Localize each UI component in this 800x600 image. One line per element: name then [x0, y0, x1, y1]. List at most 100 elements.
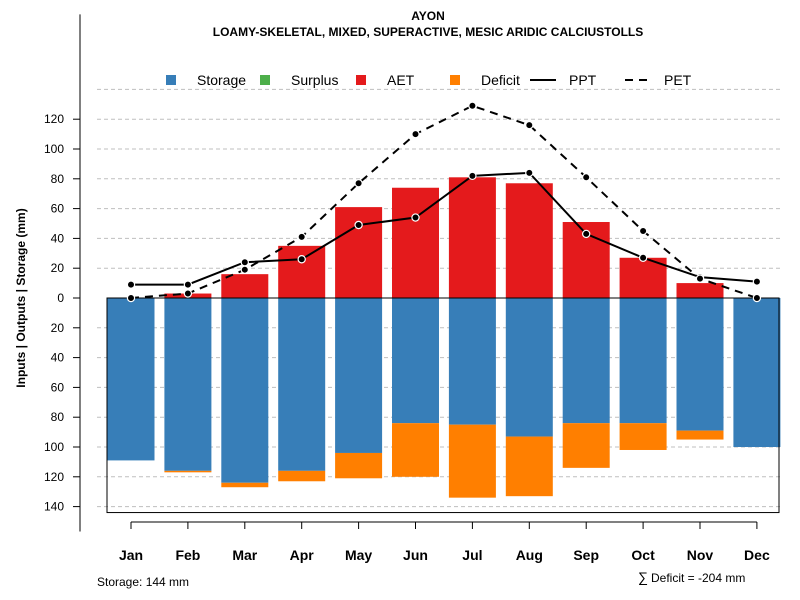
- storage-bar-sep: [562, 298, 610, 424]
- pet-point-apr: [297, 232, 306, 242]
- legend-swatch-surplus: [260, 75, 270, 85]
- y-tick-label: 60: [51, 380, 65, 394]
- y-tick-label: 100: [44, 142, 64, 156]
- y-tick-label: 120: [44, 470, 64, 484]
- pet-point-mar: [240, 265, 249, 274]
- y-tick-label: 100: [44, 440, 64, 454]
- deficit-bar-nov: [676, 430, 724, 440]
- y-tick-label: 0: [57, 291, 64, 305]
- storage-bar-oct: [619, 298, 667, 424]
- legend-label-pet: PET: [664, 72, 692, 88]
- deficit-bar-may: [335, 452, 383, 479]
- aet-bar-nov: [676, 283, 724, 298]
- storage-bar-jun: [392, 298, 439, 424]
- y-tick-label: 40: [51, 231, 65, 245]
- month-label-apr: Apr: [290, 547, 315, 563]
- storage-bar-apr: [278, 298, 326, 471]
- y-tick-label: 20: [51, 261, 65, 275]
- y-tick-label: 60: [51, 202, 65, 216]
- storage-bar-jan: [107, 298, 155, 461]
- y-axis-title: Inputs | Outputs | Storage (mm): [14, 208, 28, 387]
- month-label-may: May: [345, 547, 372, 563]
- storage-bar-nov: [676, 298, 724, 431]
- storage-bar-feb: [164, 298, 212, 471]
- chart-subtitle: LOAMY-SKELETAL, MIXED, SUPERACTIVE, MESI…: [213, 25, 643, 39]
- y-tick-label: 120: [44, 112, 64, 126]
- pet-point-aug: [525, 120, 534, 130]
- series-lines: [126, 101, 762, 303]
- legend-label-storage: Storage: [197, 72, 246, 88]
- deficit-bar-feb: [164, 470, 212, 473]
- legend-label-ppt: PPT: [569, 72, 597, 88]
- ppt-point-jul: [468, 171, 477, 181]
- pet-point-feb: [183, 289, 193, 298]
- legend-swatch-deficit: [450, 75, 460, 85]
- aet-bar-may: [335, 207, 383, 298]
- storage-box: [106, 297, 780, 514]
- storage-bar-mar: [221, 298, 269, 483]
- pet-point-may: [354, 179, 363, 188]
- ppt-point-may: [354, 220, 363, 230]
- ppt-point-jun: [411, 213, 420, 222]
- storage-bar-jul: [448, 298, 496, 425]
- chart-title: AYON: [411, 9, 445, 23]
- storage-capacity-box: [106, 297, 780, 514]
- aet-bar-jul: [448, 177, 496, 298]
- deficit-bar-oct: [619, 423, 667, 450]
- storage-note: Storage: 144 mm: [97, 575, 189, 589]
- deficit-bar-sep: [562, 423, 610, 468]
- month-label-sep: Sep: [573, 547, 599, 563]
- legend-swatch-storage: [166, 75, 176, 85]
- pet-point-sep: [582, 173, 591, 182]
- deficit-bar-apr: [278, 470, 326, 482]
- month-label-aug: Aug: [516, 547, 543, 563]
- storage-bar-may: [335, 298, 383, 453]
- y-tick-label: 140: [44, 500, 64, 514]
- storage-bar-aug: [505, 298, 553, 437]
- ppt-point-feb: [183, 280, 193, 289]
- aet-bar-aug: [505, 183, 553, 298]
- pet-point-jun: [411, 129, 420, 139]
- storage-bar-dec: [733, 298, 781, 447]
- pet-point-jul: [468, 101, 477, 110]
- month-label-oct: Oct: [631, 547, 655, 563]
- month-label-jun: Jun: [403, 547, 428, 563]
- legend-label-deficit: Deficit: [481, 72, 520, 88]
- month-label-dec: Dec: [744, 547, 770, 563]
- legend: Storage Surplus AET Deficit PPT PET: [166, 72, 692, 88]
- deficit-bar-jun: [392, 423, 439, 477]
- ppt-line: [131, 171, 757, 286]
- deficit-bar-aug: [505, 436, 553, 497]
- ppt-point-mar: [240, 258, 249, 267]
- aet-bar-mar: [221, 274, 269, 298]
- pet-line: [130, 104, 758, 299]
- pet-point-dec: [752, 293, 762, 303]
- y-tick-label: 20: [51, 321, 65, 335]
- deficit-bar-mar: [221, 482, 269, 488]
- legend-swatch-aet: [356, 75, 366, 85]
- ppt-point-jan: [126, 280, 136, 289]
- sum-symbol: ∑: [638, 569, 648, 585]
- month-label-nov: Nov: [687, 547, 714, 563]
- legend-label-surplus: Surplus: [291, 72, 338, 88]
- month-label-jan: Jan: [119, 547, 143, 563]
- month-label-mar: Mar: [232, 547, 257, 563]
- legend-label-aet: AET: [387, 72, 415, 88]
- ppt-point-dec: [752, 277, 762, 286]
- y-tick-label: 80: [51, 172, 65, 186]
- month-label-jul: Jul: [462, 547, 482, 563]
- month-label-feb: Feb: [175, 547, 200, 563]
- ppt-point-aug: [525, 168, 534, 178]
- ppt-point-sep: [582, 229, 591, 239]
- y-tick-label: 40: [51, 351, 65, 365]
- bars: [107, 177, 781, 498]
- axes: 120 100 80 60 40 20 0 20 40 60 80 100 120 140 Jan Feb Ma…: [44, 14, 770, 563]
- pet-point-nov: [695, 274, 705, 283]
- pet-point-oct: [638, 226, 648, 236]
- ppt-point-oct: [638, 253, 648, 262]
- deficit-note: Deficit = -204 mm: [651, 571, 745, 585]
- aet-bar-oct: [619, 257, 667, 298]
- deficit-bar-jul: [448, 424, 496, 498]
- aet-bar-apr: [278, 245, 326, 298]
